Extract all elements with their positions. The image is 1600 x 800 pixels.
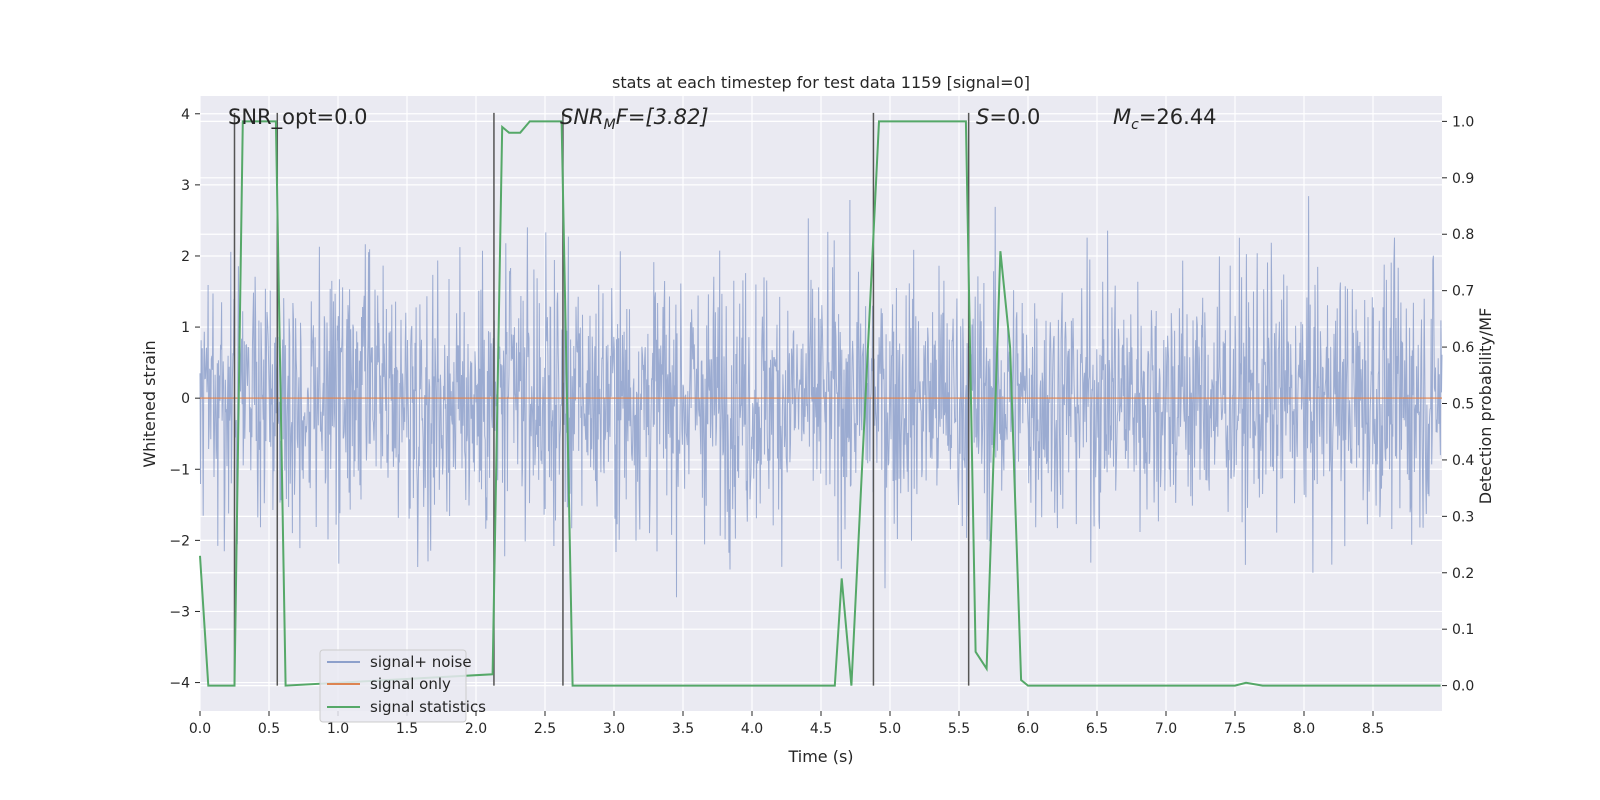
x-tick-label: 2.0	[465, 721, 487, 737]
x-axis-label: Time (s)	[787, 747, 853, 766]
legend-label-signal-only: signal only	[370, 675, 451, 693]
y2-axis-label: Detection probability/MF	[1476, 308, 1495, 505]
y2-tick-label: 0.7	[1452, 284, 1474, 300]
x-tick-label: 6.0	[1017, 721, 1039, 737]
x-tick-label: 7.5	[1224, 721, 1246, 737]
x-tick-label: 8.5	[1362, 721, 1384, 737]
legend-box	[319, 649, 467, 723]
y2-tick-label: 0.2	[1452, 566, 1474, 582]
snr-mf-symbol: SNR	[560, 105, 604, 129]
mc-symbol: M	[1113, 105, 1131, 129]
signal-noise-series	[199, 196, 1443, 598]
y2-tick-label: 0.9	[1452, 171, 1474, 187]
y2-tick-label: 0.8	[1452, 227, 1474, 243]
mc-annotation: Mc=26.44	[1113, 105, 1217, 133]
y2-tick-label: 0.3	[1452, 509, 1474, 525]
x-tick-label: 3.5	[672, 721, 694, 737]
noise-trace	[199, 196, 1443, 598]
x-tick-label: 7.0	[1155, 721, 1177, 737]
s-annotation: S=0.0	[976, 105, 1040, 129]
s-symbol: S	[976, 105, 989, 129]
x-tick-label: 3.0	[603, 721, 625, 737]
x-tick-label: 0.0	[189, 721, 211, 737]
snr-mf-subscript: M	[604, 117, 616, 133]
mc-subscript: c	[1131, 117, 1139, 133]
y-tick-label: −1	[169, 462, 190, 478]
snr-mf-value: F=[3.82]	[616, 105, 709, 129]
y-tick-label: 0	[181, 391, 190, 407]
x-tick-label: 5.0	[879, 721, 901, 737]
legend-label-noise: signal+ noise	[370, 653, 472, 671]
y-tick-label: 3	[181, 178, 190, 194]
y-tick-label: −3	[169, 604, 190, 620]
y-tick-label: 4	[181, 107, 190, 123]
y2-tick-label: 0.6	[1452, 340, 1474, 356]
x-tick-label: 6.5	[1086, 721, 1108, 737]
y-tick-label: 1	[181, 320, 190, 336]
mc-value: =26.44	[1139, 105, 1217, 129]
y2-tick-label: 0.4	[1452, 453, 1474, 469]
x-ticks: 0.0 0.5 1.0 1.5 2.0 2.5 3.0 3.5 4.0 4.5 5.0 5.5 6.0 6…	[189, 711, 1384, 737]
x-tick-label: 4.0	[741, 721, 763, 737]
y-tick-label: −4	[169, 676, 190, 692]
x-tick-label: 8.0	[1293, 721, 1315, 737]
signal-statistics-series	[199, 120, 1441, 687]
y-tick-label: 2	[181, 249, 190, 265]
y2-ticks: 0.0 0.1 0.2 0.3 0.4 0.5 0.6 0.7 0.8 0.9 1.0	[1442, 114, 1474, 695]
legend-label-statistics: signal statistics	[370, 698, 486, 716]
y2-tick-label: 0.0	[1452, 679, 1474, 695]
y-ticks: −4 −3 −2 −1 0 1 2 3 4	[169, 107, 200, 692]
y-tick-label: −2	[169, 533, 190, 549]
y-axis-label: Whitened strain	[140, 340, 159, 467]
x-tick-label: 4.5	[810, 721, 832, 737]
x-tick-label: 2.5	[534, 721, 556, 737]
x-tick-label: 0.5	[258, 721, 280, 737]
snr-opt-annotation: SNR_opt=0.0	[228, 105, 368, 130]
x-tick-label: 5.5	[948, 721, 970, 737]
chart-title: stats at each timestep for test data 115…	[612, 73, 1030, 92]
x-tick-label: 1.5	[396, 721, 418, 737]
y2-tick-label: 1.0	[1452, 114, 1474, 130]
legend: signal+ noise signal only signal statist…	[319, 649, 486, 723]
s-value: =0.0	[989, 105, 1040, 129]
y2-tick-label: 0.1	[1452, 622, 1474, 638]
x-tick-label: 1.0	[327, 721, 349, 737]
snr-mf-annotation: SNRMF=[3.82]	[560, 105, 709, 133]
y2-tick-label: 0.5	[1452, 397, 1474, 413]
